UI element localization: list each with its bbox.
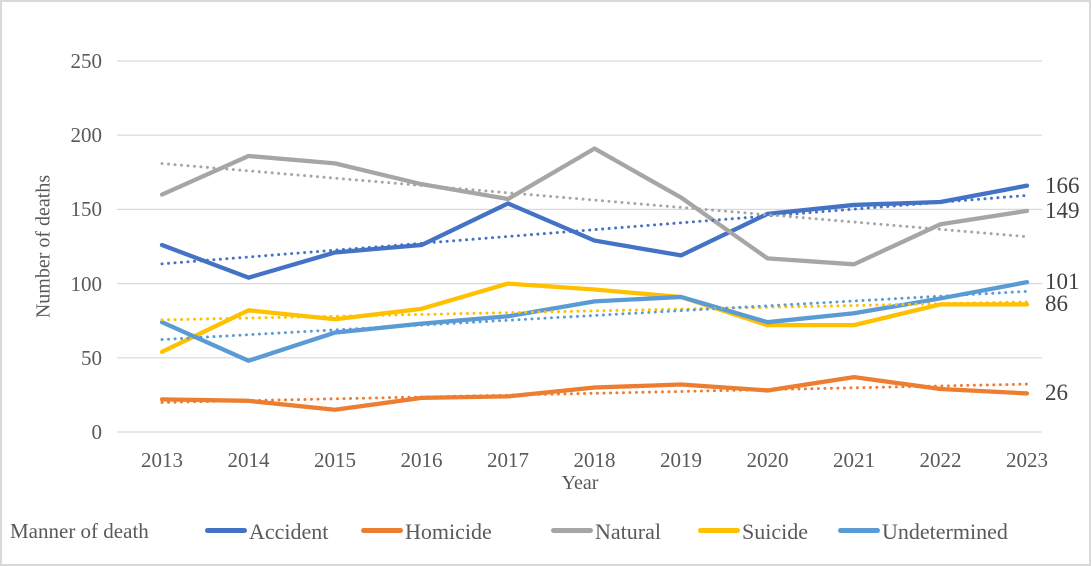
x-tick-label-2018: 2018 xyxy=(573,448,616,472)
legend-item-accident: Accident xyxy=(205,519,328,545)
legend-label-suicide: Suicide xyxy=(742,519,808,544)
legend-item-undetermined: Undetermined xyxy=(838,519,1008,545)
end-label-suicide: 86 xyxy=(1045,291,1068,317)
y-tick-label-150: 150 xyxy=(70,197,103,222)
y-tick-label-200: 200 xyxy=(70,123,103,148)
end-label-natural: 149 xyxy=(1045,197,1080,223)
legend-swatch-accident xyxy=(205,527,247,533)
y-tick-label-50: 50 xyxy=(81,345,102,370)
legend-label-natural: Natural xyxy=(595,519,661,544)
x-tick-label-2014: 2014 xyxy=(227,448,270,472)
legend-swatch-natural xyxy=(551,527,593,533)
legend-item-suicide: Suicide xyxy=(698,519,808,545)
series-line-natural xyxy=(159,146,1030,267)
x-tick-label-2023: 2023 xyxy=(1006,448,1048,472)
end-label-accident: 166 xyxy=(1045,172,1080,198)
x-tick-label-2013: 2013 xyxy=(141,448,183,472)
x-tick-label-2021: 2021 xyxy=(833,448,875,472)
legend-title: Manner of death xyxy=(10,519,149,543)
legend-label-undetermined: Undetermined xyxy=(882,519,1008,544)
legend-swatch-suicide xyxy=(698,527,740,533)
legend-swatch-undetermined xyxy=(838,527,880,533)
legend-item-homicide: Homicide xyxy=(361,519,492,545)
end-label-homicide: 26 xyxy=(1045,380,1068,406)
trendline-suicide xyxy=(160,300,1029,322)
y-tick-label-100: 100 xyxy=(70,271,103,296)
x-tick-label-2017: 2017 xyxy=(487,448,529,472)
x-tick-label-2022: 2022 xyxy=(919,448,962,472)
x-axis-title: Year xyxy=(561,472,599,494)
legend-swatch-homicide xyxy=(361,527,403,533)
series-line-homicide xyxy=(159,374,1030,412)
legend-label-homicide: Homicide xyxy=(405,519,492,544)
legend-item-natural: Natural xyxy=(551,519,661,545)
x-tick-label-2020: 2020 xyxy=(746,448,789,472)
y-tick-label-250: 250 xyxy=(70,49,103,73)
x-tick-label-2019: 2019 xyxy=(660,448,702,472)
y-axis-title: Number of deaths xyxy=(32,174,55,319)
y-tick-label-0: 0 xyxy=(91,420,103,444)
end-label-undetermined: 101 xyxy=(1045,269,1080,295)
series-line-accident xyxy=(159,183,1030,280)
series-line-undetermined xyxy=(159,279,1030,363)
trendline-undetermined xyxy=(160,289,1029,341)
trendline-accident xyxy=(160,193,1029,266)
trendline-natural xyxy=(160,162,1029,239)
x-tick-label-2016: 2016 xyxy=(400,448,443,472)
x-tick-label-2015: 2015 xyxy=(314,448,356,472)
trendline-homicide xyxy=(160,382,1029,404)
chart-legend: Manner of death Accident Homicide Natural S… xyxy=(2,511,1089,553)
legend-label-accident: Accident xyxy=(249,519,329,544)
